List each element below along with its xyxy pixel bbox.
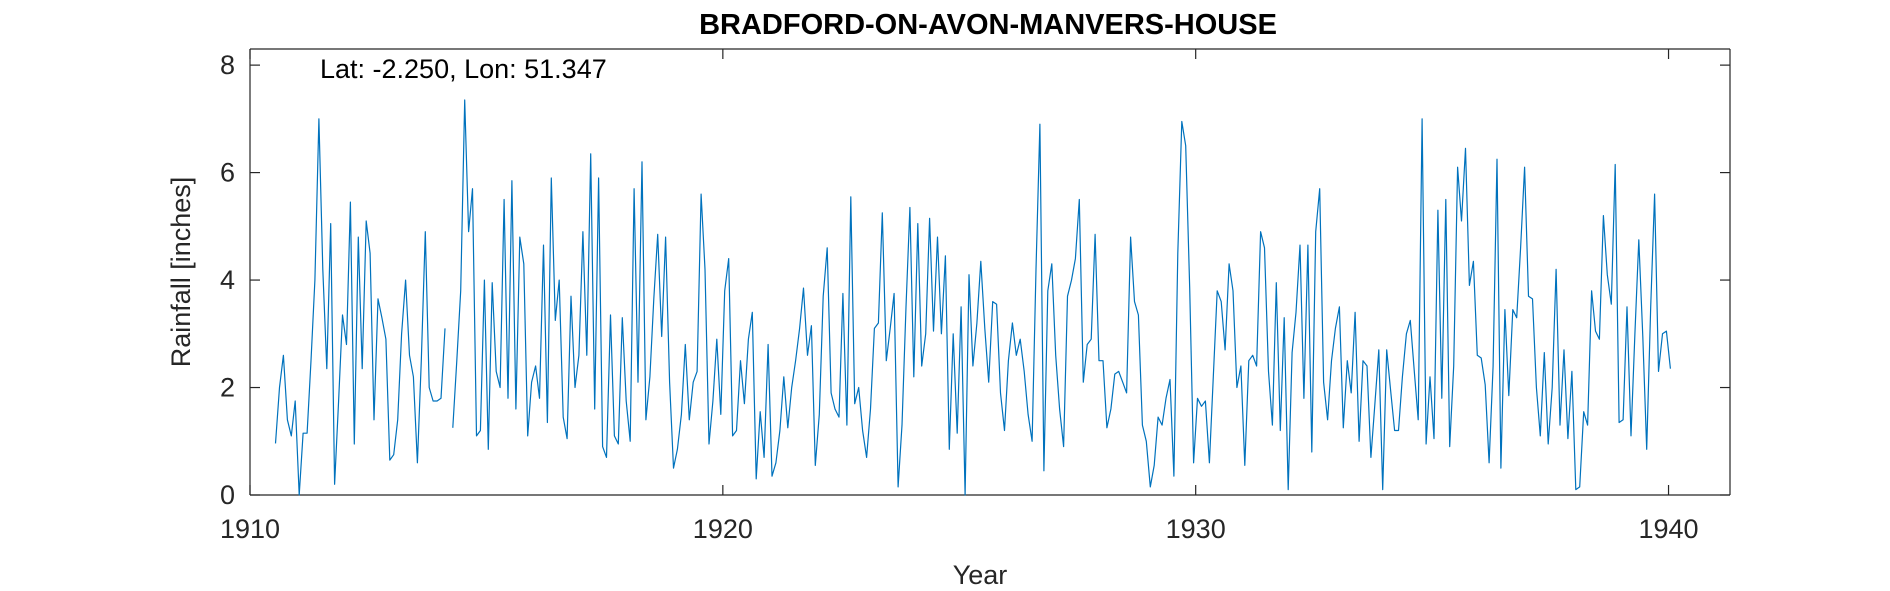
- x-tick-label: 1930: [1166, 514, 1226, 544]
- chart-title: BRADFORD-ON-AVON-MANVERS-HOUSE: [699, 9, 1277, 41]
- x-tick-label: 1920: [693, 514, 753, 544]
- y-tick-label: 6: [220, 158, 235, 188]
- axis-ticks: [249, 49, 1730, 496]
- tick-labels: 1910 1920 1930 1940 0 2 4 6 8: [220, 50, 1699, 544]
- plot-area: [249, 48, 1731, 496]
- x-tick-label: 1940: [1638, 514, 1698, 544]
- y-tick-label: 0: [220, 480, 235, 510]
- location-annotation: Lat: -2.250, Lon: 51.347: [320, 54, 607, 84]
- y-axis-label: Rainfall [inches]: [166, 177, 196, 368]
- series-line-rainfall: [274, 99, 1671, 496]
- x-tick-label: 1910: [220, 514, 280, 544]
- y-tick-label: 8: [220, 50, 235, 80]
- y-tick-label: 2: [220, 373, 235, 403]
- y-tick-label: 4: [220, 265, 235, 295]
- x-axis-label: Year: [953, 560, 1008, 590]
